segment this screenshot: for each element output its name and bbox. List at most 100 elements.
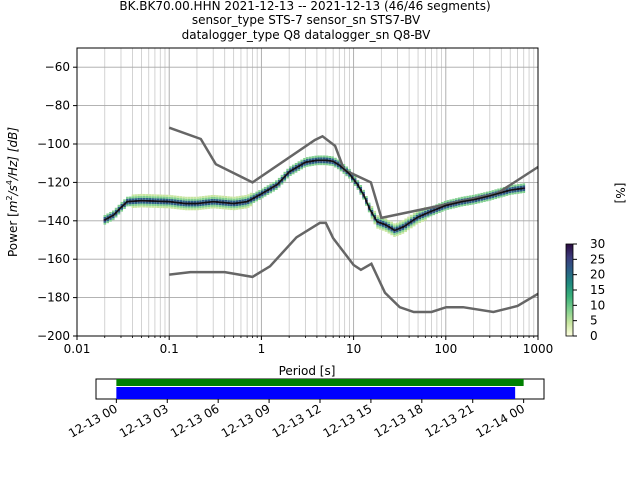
x-tick-label: 0.01 bbox=[64, 342, 91, 356]
heatmap-cell bbox=[123, 199, 126, 202]
heatmap-cell bbox=[165, 206, 169, 209]
heatmap-cell bbox=[362, 195, 365, 198]
heatmap-cell bbox=[193, 200, 197, 203]
y-tick-label: −180 bbox=[37, 291, 70, 305]
heatmap-cell bbox=[173, 195, 177, 198]
heatmap-cell bbox=[176, 207, 180, 210]
heatmap-cell bbox=[297, 161, 301, 164]
heatmap-cell bbox=[443, 206, 447, 209]
heatmap-cell bbox=[266, 192, 270, 195]
heatmap-cell bbox=[471, 194, 475, 197]
heatmap-cell bbox=[134, 196, 138, 199]
x-tick-label: 100 bbox=[434, 342, 457, 356]
heatmap-cell bbox=[457, 205, 461, 208]
heatmap-cell bbox=[365, 196, 368, 199]
heatmap-cell bbox=[412, 220, 416, 223]
heatmap-cell bbox=[140, 195, 143, 198]
heatmap-cell bbox=[238, 207, 242, 210]
heatmap-cell bbox=[199, 198, 202, 201]
heatmap-cell bbox=[390, 225, 393, 228]
heatmap-cell bbox=[393, 225, 396, 228]
heatmap-cell bbox=[485, 197, 489, 200]
heatmap-cell bbox=[291, 166, 295, 169]
heatmap-cell bbox=[407, 216, 410, 219]
heatmap-cell bbox=[120, 203, 124, 206]
heatmap-cell bbox=[401, 222, 405, 225]
heatmap-cell bbox=[227, 203, 230, 206]
heatmap-cell bbox=[266, 191, 270, 194]
heatmap-cell bbox=[255, 193, 258, 196]
heatmap-cell bbox=[303, 163, 306, 166]
heatmap-cell bbox=[193, 208, 197, 211]
heatmap-cell bbox=[117, 210, 121, 213]
heatmap-cell bbox=[176, 197, 180, 200]
heatmap-cell bbox=[522, 183, 526, 186]
heatmap-cell bbox=[252, 193, 256, 196]
heatmap-cell bbox=[190, 206, 194, 209]
heatmap-cell bbox=[241, 195, 244, 198]
heatmap-cell bbox=[483, 198, 486, 201]
heatmap-cell bbox=[246, 198, 250, 201]
heatmap-cell bbox=[145, 197, 149, 200]
heatmap-cell bbox=[179, 198, 183, 201]
heatmap-cell bbox=[398, 232, 402, 235]
heatmap-cell bbox=[359, 190, 363, 193]
y-tick-label: −120 bbox=[37, 175, 70, 189]
heatmap-cell bbox=[187, 208, 191, 211]
heatmap-cell bbox=[238, 199, 242, 202]
heatmap-cell bbox=[201, 196, 205, 199]
heatmap-cell bbox=[395, 234, 399, 237]
heatmap-cell bbox=[103, 215, 107, 217]
heatmap-cell bbox=[480, 192, 483, 195]
heatmap-cell bbox=[151, 205, 154, 208]
heatmap-cell bbox=[314, 161, 318, 164]
heatmap-cell bbox=[142, 195, 146, 198]
heatmap-cell bbox=[246, 203, 250, 206]
heatmap-cell bbox=[252, 198, 256, 201]
heatmap-cell bbox=[224, 207, 228, 210]
heatmap-cell bbox=[241, 203, 244, 206]
heatmap-cell bbox=[410, 224, 413, 227]
heatmap-cell bbox=[356, 185, 360, 188]
heatmap-cell bbox=[246, 194, 250, 197]
heatmap-cell bbox=[516, 189, 520, 192]
heatmap-cell bbox=[168, 196, 171, 199]
psd-coverage-span bbox=[116, 387, 516, 399]
heatmap-cell bbox=[117, 206, 121, 209]
heatmap-cell bbox=[269, 183, 273, 186]
heatmap-cell bbox=[412, 216, 416, 219]
median-psd-curve bbox=[104, 159, 524, 232]
heatmap-cell bbox=[398, 221, 402, 224]
heatmap-cell bbox=[308, 162, 312, 165]
heatmap-cell bbox=[277, 179, 281, 182]
heatmap-cell bbox=[272, 183, 275, 186]
heatmap-cell bbox=[151, 201, 154, 204]
heatmap-cell bbox=[367, 210, 371, 213]
heatmap-cell bbox=[311, 156, 315, 159]
heatmap-cell bbox=[255, 197, 258, 200]
heatmap-cell bbox=[334, 165, 337, 168]
colorbar-tick-label: 30 bbox=[590, 237, 605, 251]
heatmap-cell bbox=[221, 203, 225, 206]
heatmap-cell bbox=[314, 157, 318, 160]
x-tick-label: 1000 bbox=[523, 342, 554, 356]
heatmap-cell bbox=[210, 195, 214, 198]
heatmap-cell bbox=[505, 193, 509, 196]
heatmap-cell bbox=[134, 194, 138, 197]
heatmap-cell bbox=[201, 197, 205, 200]
heatmap-cell bbox=[106, 219, 109, 222]
heatmap-cell bbox=[511, 190, 514, 193]
heatmap-cell bbox=[103, 220, 107, 223]
heatmap-cell bbox=[151, 203, 154, 206]
heatmap-cell bbox=[370, 217, 374, 220]
time-tick-label: 12-13 12 bbox=[270, 401, 324, 440]
heatmap-cell bbox=[140, 205, 143, 208]
heatmap-cell bbox=[438, 210, 441, 213]
heatmap-cell bbox=[362, 189, 365, 192]
heatmap-cell bbox=[134, 205, 138, 208]
heatmap-cell bbox=[156, 194, 160, 197]
heatmap-cell bbox=[500, 187, 503, 190]
heatmap-cell bbox=[381, 226, 385, 229]
heatmap-cell bbox=[497, 194, 500, 197]
